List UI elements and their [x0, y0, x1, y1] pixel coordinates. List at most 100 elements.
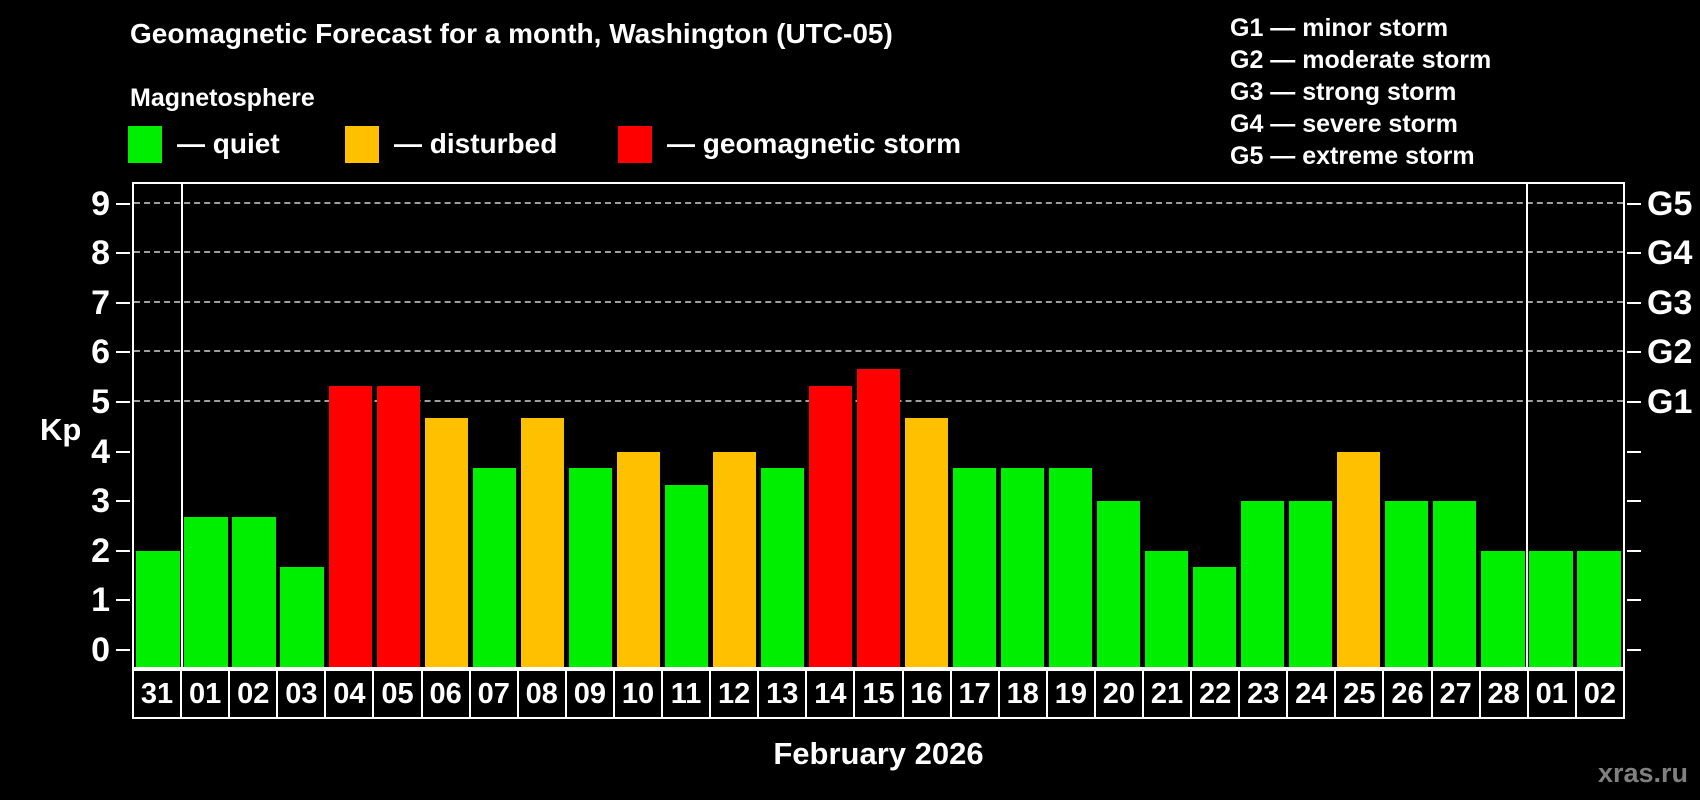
y-tick-label-6: 6	[91, 333, 110, 372]
kp-bar-day-16	[904, 418, 949, 667]
y-tick-right-6	[1627, 351, 1641, 354]
kp-bar-day-05	[376, 385, 420, 667]
y-tick-right-2	[1627, 549, 1641, 552]
kp-bar-day-21	[1145, 550, 1189, 667]
day-label-1: 01	[180, 669, 231, 719]
y-tick-right-9	[1627, 202, 1641, 205]
storm-scale-line-2: G2 — moderate storm	[1230, 46, 1492, 74]
storm-scale-line-3: G3 — strong storm	[1230, 78, 1457, 106]
y-tick-left-8	[116, 252, 130, 255]
y-tick-label-2: 2	[91, 531, 110, 570]
legend-item-disturbed: — disturbed	[345, 124, 557, 164]
watermark: xras.ru	[1597, 758, 1688, 788]
day-label-16: 16	[901, 669, 952, 719]
y-tick-left-2	[116, 549, 130, 552]
day-label-28: 28	[1478, 669, 1529, 719]
kp-bar-day-09	[568, 467, 612, 667]
y-tick-right-5	[1627, 400, 1641, 403]
day-label-22: 22	[1190, 669, 1241, 719]
y-tick-left-4	[116, 450, 130, 453]
day-label-6: 06	[420, 669, 471, 719]
gridline-kp7	[134, 300, 1623, 303]
y-tick-label-8: 8	[91, 234, 110, 273]
gridline-kp8	[134, 251, 1623, 254]
y-tick-right-1	[1627, 599, 1641, 602]
g-scale-label-G2: G2	[1647, 333, 1693, 372]
kp-bar-day-02	[1577, 550, 1621, 667]
y-tick-left-0	[116, 648, 130, 651]
g-scale-label-G1: G1	[1647, 382, 1693, 421]
kp-bar-day-10	[616, 451, 660, 667]
day-label-18: 18	[997, 669, 1048, 719]
y-tick-label-9: 9	[91, 184, 110, 223]
day-label-29: 01	[1526, 669, 1577, 719]
kp-bar-day-19	[1049, 467, 1093, 667]
kp-bar-day-28	[1481, 550, 1525, 667]
x-axis-title: February 2026	[773, 736, 984, 771]
g-scale-label-G3: G3	[1647, 283, 1693, 322]
day-label-13: 13	[757, 669, 808, 719]
legend-label-quiet: — quiet	[177, 128, 280, 159]
day-label-15: 15	[853, 669, 904, 719]
kp-bar-day-01	[184, 517, 228, 667]
y-tick-left-3	[116, 500, 130, 503]
day-label-25: 25	[1334, 669, 1385, 719]
y-tick-label-7: 7	[91, 283, 110, 322]
y-tick-left-7	[116, 301, 130, 304]
kp-bar-day-01	[1529, 550, 1573, 667]
g-scale-label-G4: G4	[1647, 234, 1693, 273]
y-tick-right-4	[1627, 450, 1641, 453]
day-label-10: 10	[612, 669, 664, 719]
kp-bar-day-25	[1337, 451, 1381, 667]
kp-bar-day-31	[136, 550, 180, 667]
y-tick-right-3	[1627, 500, 1641, 503]
day-label-8: 08	[516, 669, 567, 719]
legend-swatch-storm-icon	[618, 125, 652, 163]
y-tick-right-0	[1627, 648, 1641, 651]
day-label-20: 20	[1093, 669, 1144, 719]
y-tick-right-7	[1627, 301, 1641, 304]
day-label-23: 23	[1238, 669, 1289, 719]
y-tick-label-4: 4	[91, 432, 110, 471]
day-label-24: 24	[1286, 669, 1337, 719]
kp-bar-day-06	[424, 418, 468, 667]
day-label-19: 19	[1045, 669, 1096, 719]
day-label-21: 21	[1141, 669, 1193, 719]
kp-bar-day-22	[1193, 566, 1237, 667]
day-label-2: 02	[228, 669, 279, 719]
kp-bar-day-27	[1433, 501, 1477, 667]
day-label-5: 05	[372, 669, 423, 719]
y-tick-left-9	[116, 202, 130, 205]
kp-bar-day-11	[664, 484, 708, 667]
y-tick-right-8	[1627, 252, 1641, 255]
kp-bar-day-15	[856, 368, 901, 667]
kp-bar-day-07	[472, 467, 516, 667]
legend-label-disturbed: — disturbed	[394, 128, 558, 159]
y-axis-title: Kp	[40, 412, 82, 447]
y-tick-left-6	[116, 351, 130, 354]
kp-bar-day-26	[1385, 501, 1429, 667]
day-label-9: 09	[564, 669, 615, 719]
kp-bar-day-17	[952, 467, 997, 667]
kp-bar-day-03	[280, 566, 324, 667]
kp-bar-day-20	[1097, 501, 1141, 667]
kp-bar-day-04	[328, 385, 372, 667]
storm-scale-line-4: G4 — severe storm	[1230, 110, 1458, 138]
day-label-12: 12	[709, 669, 760, 719]
day-label-30: 02	[1574, 669, 1625, 719]
y-tick-left-5	[116, 400, 130, 403]
y-tick-label-1: 1	[91, 581, 110, 620]
day-label-0: 31	[132, 669, 183, 719]
legend-label-storm: — geomagnetic storm	[667, 128, 962, 159]
storm-scale-line-5: G5 — extreme storm	[1230, 142, 1475, 170]
x-axis-day-labels: 31 01 02 03 04 05 06 07 08 09 10 11 12 13 14 15 16 17 18 19…	[132, 669, 1625, 719]
kp-bar-day-13	[760, 467, 805, 667]
gridline-kp9	[134, 201, 1623, 204]
day-label-14: 14	[805, 669, 856, 719]
kp-bar-chart: 0 1 2 3 4 5 G1 6 G2 7 G3 8 G4 9 G5	[91, 182, 1692, 669]
month-separator	[181, 184, 184, 667]
legend-item-storm: — geomagnetic storm	[618, 124, 961, 164]
magnetosphere-label: Magnetosphere	[130, 84, 315, 112]
y-tick-label-5: 5	[91, 382, 110, 421]
